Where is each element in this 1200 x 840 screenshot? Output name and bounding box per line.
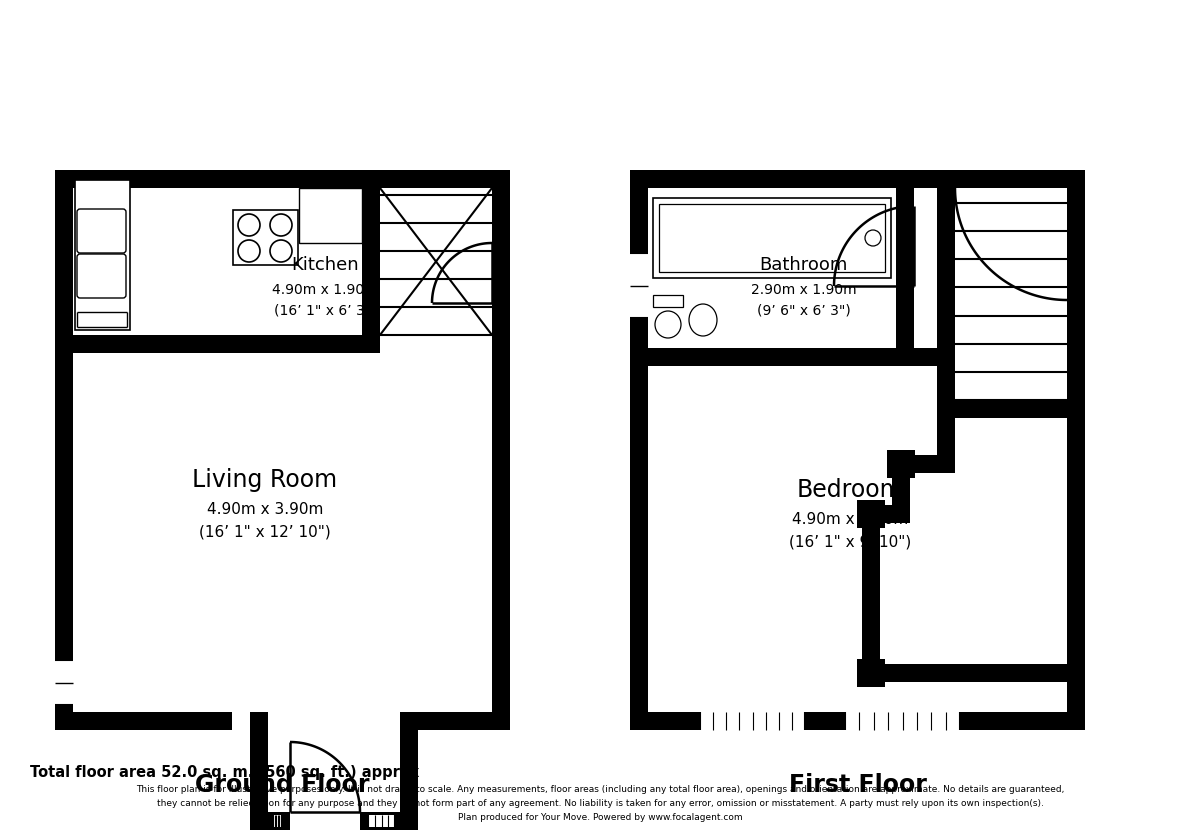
Bar — [653, 295, 683, 307]
Polygon shape — [937, 188, 955, 418]
Polygon shape — [892, 473, 910, 523]
Text: 4.90m x 3.00m: 4.90m x 3.00m — [792, 512, 908, 528]
Ellipse shape — [689, 304, 718, 336]
Polygon shape — [360, 812, 400, 830]
Polygon shape — [937, 418, 955, 473]
Text: (16’ 1" x 12’ 10"): (16’ 1" x 12’ 10") — [199, 524, 331, 539]
Polygon shape — [400, 712, 418, 830]
Polygon shape — [362, 188, 380, 353]
Polygon shape — [630, 170, 1085, 188]
Text: Bedroom: Bedroom — [797, 478, 904, 502]
Polygon shape — [857, 500, 886, 528]
Polygon shape — [268, 812, 290, 830]
Text: 4.90m x 3.90m: 4.90m x 3.90m — [206, 502, 323, 517]
Polygon shape — [700, 712, 805, 730]
Polygon shape — [630, 712, 1085, 730]
Polygon shape — [914, 348, 937, 366]
Polygon shape — [492, 170, 510, 730]
Polygon shape — [368, 815, 395, 827]
Bar — [653, 198, 890, 278]
Text: Bathroom: Bathroom — [760, 256, 847, 274]
Polygon shape — [274, 815, 282, 827]
Text: Plan produced for Your Move. Powered by www.focalagent.com: Plan produced for Your Move. Powered by … — [457, 813, 743, 822]
Text: Kitchen: Kitchen — [292, 256, 359, 274]
Polygon shape — [857, 659, 886, 687]
Ellipse shape — [655, 311, 682, 338]
Text: 2.90m x 1.90m: 2.90m x 1.90m — [751, 283, 857, 297]
Bar — [299, 188, 362, 243]
Polygon shape — [1067, 170, 1085, 730]
Bar — [233, 210, 298, 265]
Polygon shape — [73, 712, 232, 730]
Polygon shape — [55, 170, 510, 188]
FancyBboxPatch shape — [77, 209, 126, 253]
Bar — [74, 180, 130, 330]
Text: (16’ 1" x 9’ 10"): (16’ 1" x 9’ 10") — [788, 534, 911, 549]
Polygon shape — [492, 188, 510, 243]
Text: 4.90m x 1.90m: 4.90m x 1.90m — [272, 283, 378, 297]
Polygon shape — [845, 712, 960, 730]
Polygon shape — [55, 660, 73, 705]
FancyBboxPatch shape — [77, 254, 126, 298]
Polygon shape — [492, 193, 510, 206]
Polygon shape — [862, 505, 910, 523]
Polygon shape — [73, 335, 362, 353]
Polygon shape — [892, 455, 955, 473]
Polygon shape — [630, 253, 648, 318]
Text: This floor plan is for illustrative purposes only. It is not drawn to scale. Any: This floor plan is for illustrative purp… — [136, 785, 1064, 795]
Polygon shape — [492, 303, 510, 730]
Polygon shape — [630, 170, 648, 730]
Text: Ground Floor: Ground Floor — [196, 773, 370, 797]
Text: Living Room: Living Room — [192, 468, 337, 492]
Polygon shape — [233, 210, 298, 265]
Polygon shape — [418, 712, 492, 730]
Polygon shape — [250, 712, 268, 830]
Text: First Floor: First Floor — [788, 773, 926, 797]
Polygon shape — [896, 188, 914, 366]
Text: (9’ 6" x 6’ 3"): (9’ 6" x 6’ 3") — [757, 303, 851, 317]
Text: Total floor area 52.0 sq. m. (560 sq. ft.) approx: Total floor area 52.0 sq. m. (560 sq. ft… — [30, 764, 419, 780]
Polygon shape — [492, 193, 510, 253]
Polygon shape — [648, 348, 896, 366]
Polygon shape — [887, 450, 916, 478]
Polygon shape — [896, 188, 914, 286]
Bar — [659, 204, 886, 272]
Polygon shape — [862, 523, 880, 682]
Polygon shape — [299, 188, 362, 243]
Text: they cannot be relied upon for any purpose and they do not form part of any agre: they cannot be relied upon for any purpo… — [156, 800, 1044, 808]
Text: (16’ 1" x 6’ 3"): (16’ 1" x 6’ 3") — [274, 303, 377, 317]
Polygon shape — [955, 400, 1067, 418]
Polygon shape — [862, 664, 1067, 682]
Polygon shape — [55, 170, 73, 730]
